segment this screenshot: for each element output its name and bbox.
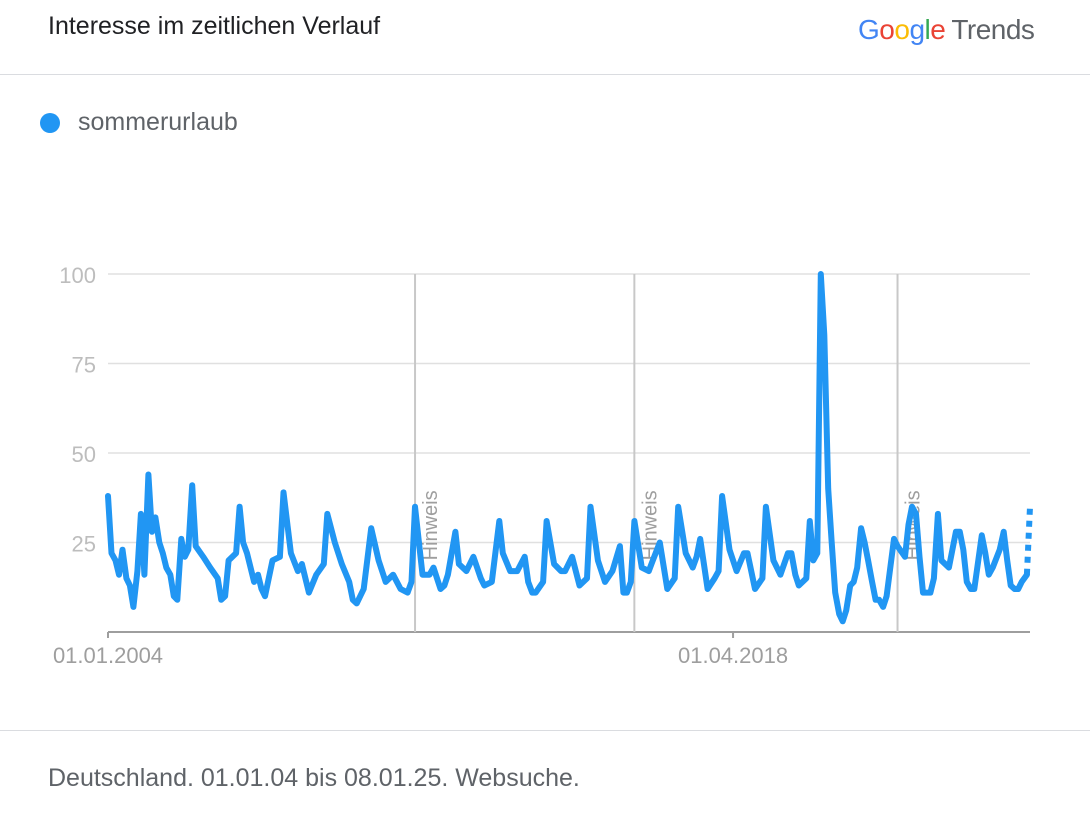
y-tick-label: 25 [72,532,96,557]
google-trends-logo: Google Trends [858,14,1035,46]
series-line-sommerurlaub [105,271,1030,625]
y-tick-label: 100 [59,263,96,288]
x-tick-label: 01.01.2004 [53,643,163,668]
chart-header: Interesse im zeitlichen Verlauf Google Tr… [0,0,1090,74]
logo-letter-g: G [858,14,880,45]
y-tick-label: 50 [72,442,96,467]
legend-dot-icon [40,112,60,133]
logo-letter-o1: o [879,14,895,45]
series-line-partial-sommerurlaub [1023,506,1033,575]
legend-label: sommerurlaub [78,108,238,136]
logo-letter-o2: o [894,14,910,45]
legend[interactable]: sommerurlaub [40,108,238,137]
footer-divider [0,730,1090,731]
x-tick-label: 01.04.2018 [678,643,788,668]
logo-letter-l: l [924,14,931,45]
logo-trends-word: Trends [951,14,1035,45]
annotation-label: Hinweis [639,490,661,560]
logo-letter-e: e [930,14,946,45]
header-divider [0,74,1090,75]
annotation-label: Hinweis [420,490,442,560]
chart-title: Interesse im zeitlichen Verlauf [48,12,381,40]
y-tick-label: 75 [72,353,96,378]
logo-letter-g2: g [909,14,925,45]
footer-text: Deutschland. 01.01.04 bis 08.01.25. Webs… [48,764,580,792]
